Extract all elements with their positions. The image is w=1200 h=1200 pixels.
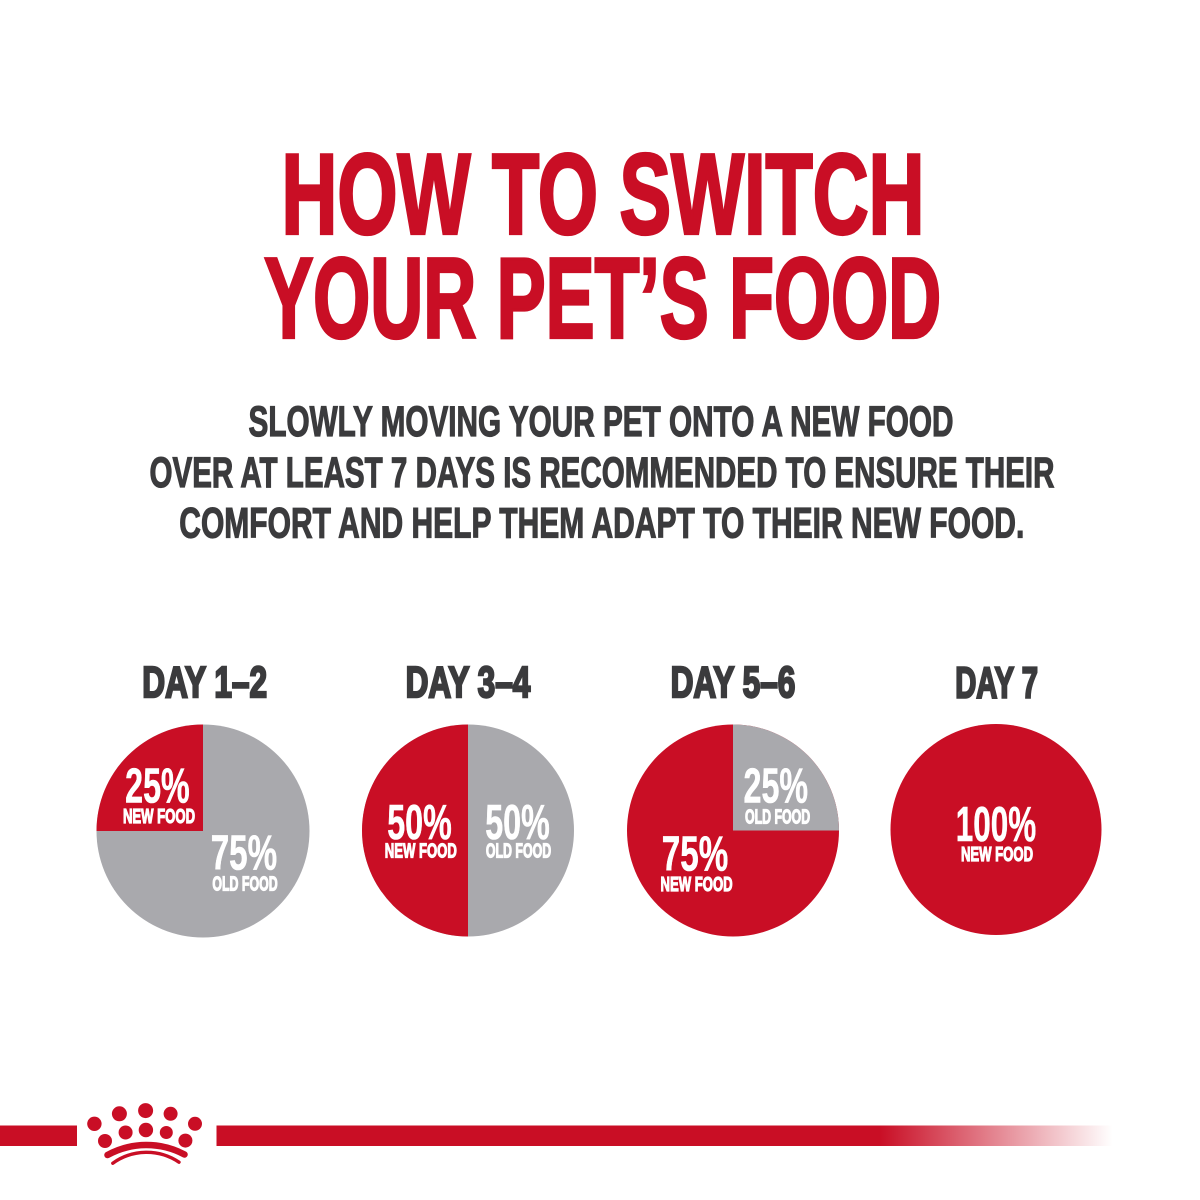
svg-text:COMFORT AND HELP THEM ADAPT TO: COMFORT AND HELP THEM ADAPT TO THEIR NEW… xyxy=(179,500,1024,548)
svg-text:OLD FOOD: OLD FOOD xyxy=(486,841,551,863)
svg-text:50%: 50% xyxy=(485,796,550,850)
svg-text:DAY 7: DAY 7 xyxy=(955,659,1038,708)
svg-text:SLOWLY MOVING YOUR PET ONTO A: SLOWLY MOVING YOUR PET ONTO A NEW FOOD xyxy=(249,398,954,446)
svg-text:DAY 3–4: DAY 3–4 xyxy=(406,658,531,707)
svg-text:HOW TO SWITCH: HOW TO SWITCH xyxy=(282,131,925,258)
svg-text:75%: 75% xyxy=(662,828,728,882)
svg-text:NEW FOOD: NEW FOOD xyxy=(123,806,195,828)
svg-text:OVER AT LEAST 7 DAYS IS RECOMM: OVER AT LEAST 7 DAYS IS RECOMMENDED TO E… xyxy=(150,449,1055,497)
svg-text:75%: 75% xyxy=(211,827,277,881)
svg-text:DAY 1–2: DAY 1–2 xyxy=(142,658,267,707)
svg-text:OLD FOOD: OLD FOOD xyxy=(212,874,277,896)
svg-text:100%: 100% xyxy=(956,798,1036,852)
svg-text:50%: 50% xyxy=(387,796,452,850)
svg-text:NEW FOOD: NEW FOOD xyxy=(961,844,1033,866)
svg-text:NEW FOOD: NEW FOOD xyxy=(385,841,457,863)
svg-text:25%: 25% xyxy=(744,760,809,814)
svg-text:YOUR PET’S FOOD: YOUR PET’S FOOD xyxy=(264,235,941,362)
svg-text:DAY 5–6: DAY 5–6 xyxy=(671,658,796,707)
svg-text:OLD FOOD: OLD FOOD xyxy=(745,807,810,829)
svg-text:NEW FOOD: NEW FOOD xyxy=(661,874,733,896)
svg-text:25%: 25% xyxy=(125,760,190,814)
